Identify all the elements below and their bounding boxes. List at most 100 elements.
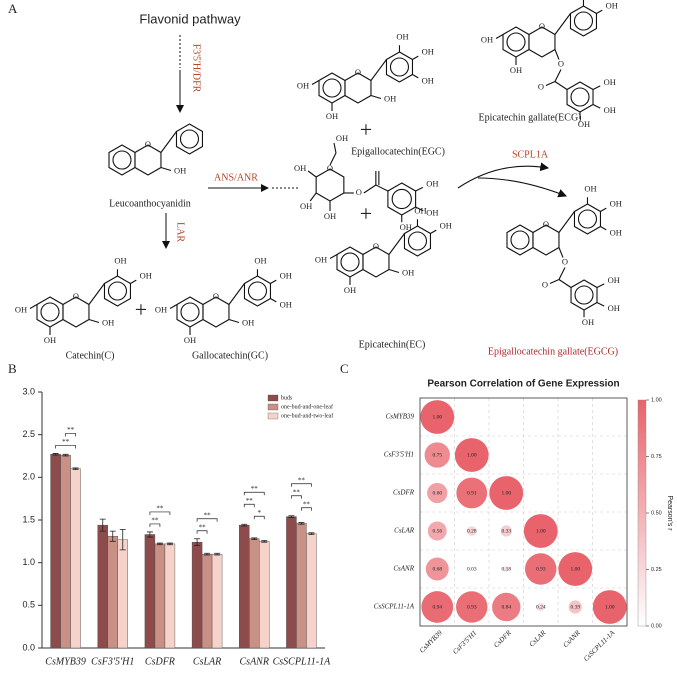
atom-label: OH [608, 303, 620, 313]
atom-label: OH [344, 285, 356, 295]
bond [29, 304, 38, 309]
atom-label: OH [140, 270, 152, 280]
aromatic-circle [322, 78, 342, 98]
correlation-circle [456, 477, 488, 509]
aromatic-circle [574, 285, 594, 305]
bond [333, 142, 337, 154]
bar [249, 538, 260, 649]
bond [596, 302, 605, 307]
plus-sign: + [135, 297, 147, 322]
bond [558, 279, 572, 288]
significance-label: ** [151, 517, 159, 525]
significance-label: ** [303, 500, 311, 508]
aromatic-circle [506, 32, 526, 52]
pathway-title: Flavonid pathway [139, 11, 241, 26]
bar-chart: B 0.0 0.5 1.0 1.5 2.0 2.5 3.0 CsMYB39 CsF3'5'H1 Cs… [8, 361, 333, 667]
correlation-circle [467, 526, 477, 536]
row-label: CsMYB39 [386, 413, 415, 421]
atom-label: OH [584, 184, 596, 194]
colorbar [637, 399, 647, 627]
aromatic-circle [573, 11, 594, 31]
significance-bracket [55, 445, 76, 449]
value-label: 1.00 [605, 604, 615, 610]
value-label: 1.00 [467, 452, 477, 458]
atom-label: OH [481, 34, 493, 44]
bar [107, 536, 118, 649]
bar [164, 543, 176, 649]
aromatic-circle [107, 281, 128, 301]
aromatic-circle [391, 188, 412, 210]
bond [88, 318, 100, 324]
bond [596, 283, 605, 288]
error-bar [194, 538, 201, 546]
significance-bracket [253, 515, 265, 520]
error-bar [146, 531, 153, 538]
significance-label: ** [156, 505, 164, 513]
x-tick-label: CsDFR [145, 656, 175, 667]
atom-label: OH [174, 165, 186, 175]
error-bar [99, 518, 106, 532]
correlation-circle [471, 568, 473, 570]
column-label: CsMYB39 [418, 629, 444, 655]
colorbar-tick-label: 0.00 [651, 623, 662, 629]
column-label: CsF3'5'H1 [451, 629, 478, 656]
atom-label: OH [608, 275, 620, 285]
error-bar [156, 542, 163, 546]
bar [239, 524, 250, 649]
bar [259, 541, 270, 649]
correlation-circle [503, 565, 510, 573]
panel-label: C [340, 361, 349, 376]
atom-label: OH [300, 201, 312, 211]
atom-label: O [73, 291, 79, 301]
atom-label: O [558, 58, 564, 68]
ring [315, 168, 345, 202]
row-label: CsSCPL11-1A [374, 603, 415, 611]
plot-frame [419, 397, 628, 627]
bond [311, 80, 320, 85]
bar [191, 541, 203, 649]
correlation-circle [454, 438, 489, 472]
row-label: CsANR [393, 565, 414, 573]
bar [296, 523, 307, 649]
aromatic-circle [179, 129, 200, 149]
value-label: 0.03 [467, 566, 477, 572]
bond [375, 184, 389, 192]
atom-label: OH [297, 80, 309, 90]
aromatic-circle [40, 302, 60, 322]
atom-label: OH [336, 133, 348, 143]
bond [228, 318, 240, 324]
significance-label: ** [199, 523, 207, 531]
colorbar-tick-label: 0.75 [651, 454, 662, 460]
bar [211, 553, 223, 649]
y-tick-label: 3.0 [22, 386, 35, 396]
aromatic-circle [180, 302, 200, 322]
bond [495, 34, 504, 39]
significance-label: ** [67, 426, 75, 434]
ring [134, 144, 162, 176]
significance-label: ** [293, 488, 301, 496]
ring [344, 72, 372, 104]
correlation-circle [425, 557, 449, 581]
y-tick-label: 2.5 [22, 429, 35, 439]
aromatic-circle [247, 281, 268, 301]
atom-label: OH [422, 46, 434, 56]
y-tick-label: 1.0 [22, 557, 35, 567]
atom-label: OH [114, 256, 126, 266]
legend-label: one-bud-and-one-leaf [281, 403, 333, 410]
atom-label: OH [400, 222, 412, 232]
bond [370, 94, 382, 100]
significance-label: ** [246, 497, 254, 505]
error-bar [109, 530, 116, 542]
correlation-circle [525, 553, 557, 585]
correlation-circle [568, 600, 582, 614]
atom-label: OH [242, 317, 254, 327]
colorbar-tick-label: 0.25 [651, 567, 662, 573]
value-label: 0.93 [467, 604, 477, 610]
aromatic-circle [389, 57, 410, 77]
value-label: 0.39 [570, 604, 580, 610]
x-tick-label: CsSCPL11-1A [273, 656, 331, 667]
bar [306, 533, 317, 649]
value-label: 1.00 [432, 414, 442, 420]
column-label: CsLAR [528, 628, 548, 648]
correlation-circle [420, 400, 455, 434]
